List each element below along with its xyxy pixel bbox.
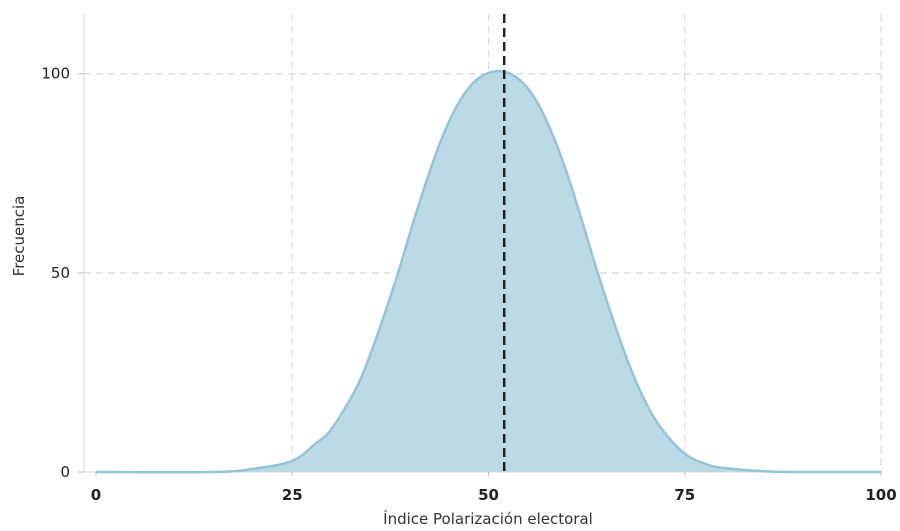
y-tick-label: 0: [60, 463, 70, 481]
x-tick-label: 100: [865, 486, 896, 504]
y-tick-label: 100: [41, 65, 70, 83]
density-area: [96, 71, 881, 473]
x-tick-label: 50: [478, 486, 499, 504]
x-axis-title: Índice Polarización electoral: [383, 509, 593, 528]
y-tick-label: 50: [51, 264, 70, 282]
x-tick-label: 25: [282, 486, 303, 504]
x-tick-label: 75: [674, 486, 695, 504]
density-line: [95, 69, 881, 474]
plot-area: [95, 14, 881, 474]
tick-labels: 0 25 50 75 100 0 50 100: [41, 65, 896, 504]
x-tick-label: 0: [91, 486, 101, 504]
y-axis-title: Frecuencia: [10, 196, 28, 277]
